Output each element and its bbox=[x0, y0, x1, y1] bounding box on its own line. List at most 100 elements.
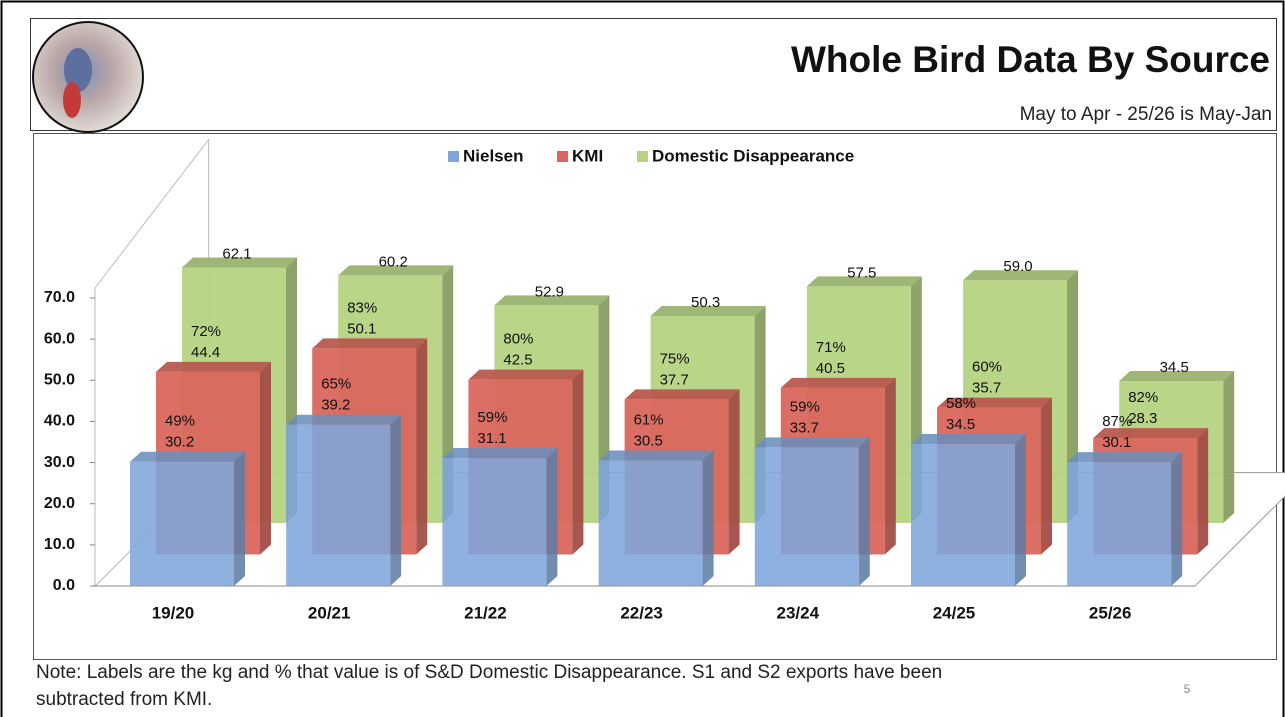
value-label: 40.5 bbox=[816, 360, 845, 377]
legend-label: Nielsen bbox=[463, 146, 523, 165]
bar bbox=[598, 460, 703, 586]
share-label: 72% bbox=[191, 323, 221, 340]
value-label: 34.5 bbox=[946, 416, 975, 433]
bar-top bbox=[963, 270, 1078, 281]
bar-top bbox=[780, 377, 896, 388]
note: Note: Labels are the kg and % that value… bbox=[36, 662, 942, 683]
value-label: 57.5 bbox=[847, 264, 876, 281]
y-tick-label: 70.0 bbox=[44, 289, 75, 306]
value-label: 31.1 bbox=[477, 430, 506, 447]
share-label: 75% bbox=[660, 350, 690, 367]
bar-top bbox=[130, 451, 245, 462]
share-label: 60% bbox=[972, 359, 1002, 376]
value-label: 52.9 bbox=[535, 283, 564, 300]
share-label: 82% bbox=[1128, 389, 1158, 406]
bar-top bbox=[937, 397, 1052, 408]
bar-side bbox=[390, 414, 402, 586]
bar-top bbox=[156, 361, 271, 372]
bar-top bbox=[286, 414, 402, 425]
bar-top bbox=[182, 257, 297, 268]
x-tick-label: 23/24 bbox=[777, 603, 820, 622]
bar-side bbox=[1223, 371, 1235, 523]
value-label: 60.2 bbox=[379, 253, 408, 270]
y-tick-label: 0.0 bbox=[53, 577, 75, 594]
value-label: 44.4 bbox=[191, 344, 220, 361]
share-label: 87% bbox=[1102, 413, 1132, 430]
turkey-logo bbox=[32, 21, 144, 133]
share-label: 83% bbox=[347, 299, 377, 316]
y-tick-label: 20.0 bbox=[44, 495, 75, 512]
legend-swatch bbox=[557, 151, 568, 162]
x-tick-label: 21/22 bbox=[464, 603, 507, 622]
share-label: 80% bbox=[503, 331, 533, 348]
share-label: 71% bbox=[816, 339, 846, 356]
bar-side bbox=[546, 448, 558, 586]
bar-side bbox=[884, 377, 896, 555]
share-label: 49% bbox=[165, 413, 195, 430]
x-tick-label: 20/21 bbox=[308, 603, 351, 622]
bar-side bbox=[858, 437, 870, 586]
legend-label: Domestic Disappearance bbox=[652, 146, 854, 165]
bar-side bbox=[416, 338, 428, 555]
bar-top bbox=[442, 448, 558, 459]
share-label: 59% bbox=[790, 398, 820, 415]
legend-label: KMI bbox=[572, 146, 603, 165]
bar bbox=[911, 444, 1015, 586]
bar-side bbox=[572, 369, 584, 555]
bar bbox=[1067, 462, 1172, 586]
y-tick-label: 10.0 bbox=[44, 536, 75, 553]
value-label: 35.7 bbox=[972, 380, 1001, 397]
bar-side bbox=[234, 451, 245, 586]
value-label: 62.1 bbox=[222, 245, 251, 262]
bar-side bbox=[702, 450, 714, 586]
value-label: 50.1 bbox=[347, 320, 376, 337]
legend-swatch bbox=[448, 151, 459, 162]
bar-side bbox=[1171, 452, 1183, 586]
bar-side bbox=[1041, 397, 1052, 555]
bar-top bbox=[624, 389, 740, 400]
bar-side bbox=[728, 389, 740, 555]
bar-top bbox=[754, 437, 870, 448]
x-tick-label: 25/26 bbox=[1089, 603, 1132, 622]
bar-top bbox=[598, 450, 714, 461]
title: Whole Bird Data By Source bbox=[791, 39, 1270, 80]
note: subtracted from KMI. bbox=[36, 689, 212, 710]
x-tick-label: 24/25 bbox=[933, 603, 976, 622]
plot: 0.0 10.0 20.0 30.0 40.0 50.0 60.0 70.0 Nielsen KM… bbox=[44, 138, 1285, 622]
bar bbox=[442, 458, 547, 586]
value-label: 50.3 bbox=[691, 294, 720, 311]
legend-swatch bbox=[637, 151, 648, 162]
bar bbox=[754, 447, 859, 586]
bar-top bbox=[1119, 371, 1235, 382]
share-label: 65% bbox=[321, 376, 351, 393]
bar-side bbox=[1015, 434, 1026, 586]
x-tick-label: 19/20 bbox=[152, 603, 195, 622]
y-tick-label: 60.0 bbox=[44, 330, 75, 347]
bar-top bbox=[1067, 452, 1183, 463]
bar-top bbox=[650, 306, 766, 317]
value-label: 30.2 bbox=[165, 434, 194, 451]
y-tick-label: 40.0 bbox=[44, 413, 75, 430]
bar-top bbox=[468, 369, 584, 380]
value-label: 34.5 bbox=[1160, 359, 1189, 376]
bar-top bbox=[494, 295, 610, 306]
subtitle: May to Apr - 25/26 is May-Jan bbox=[1020, 104, 1272, 125]
bar-top bbox=[1093, 428, 1209, 439]
value-label: 30.5 bbox=[634, 432, 663, 449]
share-label: 58% bbox=[946, 395, 976, 412]
value-label: 33.7 bbox=[790, 419, 819, 436]
bar-top bbox=[338, 265, 454, 276]
bar bbox=[286, 424, 391, 586]
bar-side bbox=[260, 361, 271, 555]
bar-top bbox=[806, 276, 922, 287]
value-label: 42.5 bbox=[503, 352, 532, 369]
header-box bbox=[30, 18, 1277, 131]
bar-side bbox=[1197, 428, 1209, 555]
share-label: 61% bbox=[634, 411, 664, 428]
x-tick-label: 22/23 bbox=[620, 603, 663, 622]
y-tick-label: 30.0 bbox=[44, 454, 75, 471]
bar bbox=[130, 461, 234, 586]
y-tick-label: 50.0 bbox=[44, 372, 75, 389]
